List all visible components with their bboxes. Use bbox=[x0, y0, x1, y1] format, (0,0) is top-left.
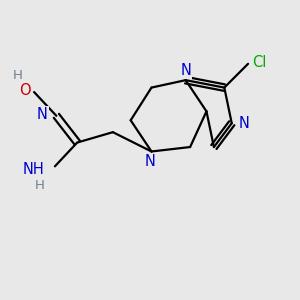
Text: H: H bbox=[13, 69, 23, 82]
Text: N: N bbox=[239, 116, 250, 131]
Text: Cl: Cl bbox=[253, 55, 267, 70]
Text: H: H bbox=[34, 179, 44, 192]
Text: N: N bbox=[180, 63, 191, 78]
Text: N: N bbox=[37, 107, 47, 122]
Text: NH: NH bbox=[23, 162, 44, 177]
Text: O: O bbox=[20, 83, 31, 98]
Text: N: N bbox=[145, 154, 155, 169]
